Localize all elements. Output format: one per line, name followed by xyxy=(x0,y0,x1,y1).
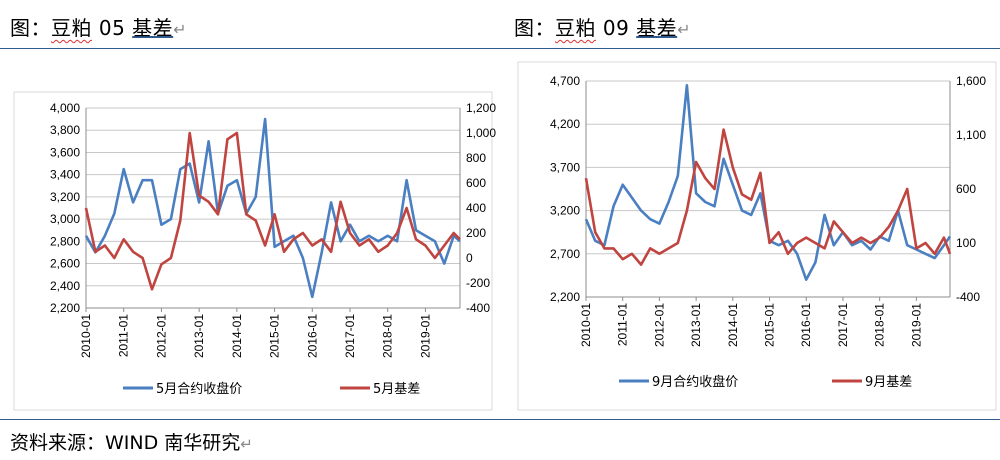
y-right-tick-label: 0 xyxy=(466,251,473,265)
return-mark-icon: ↵ xyxy=(173,20,188,39)
x-tick-label: 2010-01 xyxy=(79,314,93,358)
x-tick-label: 2018-01 xyxy=(381,314,395,358)
y-right-tick-label: 1,600 xyxy=(956,74,986,88)
return-mark-icon: ↵ xyxy=(677,20,692,39)
charts-canvas: 2,200 2,400 2,600 2,800 3,000 3,200 3,400 3,600… xyxy=(13,61,997,411)
y-left-tick-label: 2,700 xyxy=(550,247,580,261)
y-left-tick-label: 2,800 xyxy=(50,234,80,248)
y-left-tick-label: 2,400 xyxy=(50,279,80,293)
x-tick-label: 2016-01 xyxy=(305,314,319,358)
legend-label: 9月合约收盘价 xyxy=(652,374,738,390)
title-underlined-text: 基差 xyxy=(636,16,678,40)
source-text: 资料来源：WIND 南华研究 xyxy=(10,432,241,454)
title-middle-text: 05 xyxy=(92,16,133,40)
y-left-tick-label: 3,800 xyxy=(50,123,80,137)
y-left-tick-label: 2,200 xyxy=(550,290,580,304)
series-line-basis xyxy=(84,131,461,291)
return-mark-icon: ↵ xyxy=(240,435,253,453)
x-tick-label: 2014-01 xyxy=(230,314,244,358)
y-right-tick-label: -400 xyxy=(466,301,490,315)
title-wavy-text: 豆粕 xyxy=(51,16,92,40)
y-left-tick-label: 4,700 xyxy=(550,74,580,88)
x-tick-label: 2017-01 xyxy=(836,303,850,347)
title-underlined-text: 基差 xyxy=(132,16,174,40)
bottom-divider xyxy=(0,419,1000,420)
x-tick-label: 2018-01 xyxy=(873,303,887,347)
x-tick-label: 2016-01 xyxy=(799,303,813,347)
title-wavy-text: 豆粕 xyxy=(555,16,596,40)
y-right-tick-label: -200 xyxy=(466,276,490,290)
y-left-tick-label: 3,200 xyxy=(550,204,580,218)
x-tick-label: 2012-01 xyxy=(652,303,666,347)
y-right-tick-label: 100 xyxy=(956,236,976,250)
y-left-tick-label: 3,200 xyxy=(50,190,80,204)
y-left-tick-label: 3,600 xyxy=(50,145,80,159)
x-tick-label: 2013-01 xyxy=(192,314,206,358)
chart-frame xyxy=(517,61,997,411)
chart-title-right: 图：豆粕 09 基差↵ xyxy=(514,12,691,41)
legend-label: 9月基差 xyxy=(865,375,912,390)
y-right-tick-label: 200 xyxy=(466,226,486,240)
y-right-tick-label: 1,000 xyxy=(466,126,496,140)
x-tick-label: 2013-01 xyxy=(689,303,703,347)
y-right-tick-label: 1,100 xyxy=(956,128,986,142)
x-tick-label: 2010-01 xyxy=(579,303,593,347)
y-left-tick-label: 3,000 xyxy=(50,212,80,226)
title-middle-text: 09 xyxy=(596,16,637,40)
chart-title-left: 图：豆粕 05 基差↵ xyxy=(10,12,187,41)
x-tick-label: 2019-01 xyxy=(418,314,432,358)
y-right-tick-label: 800 xyxy=(466,151,486,165)
title-prefix: 图： xyxy=(10,16,51,40)
x-tick-label: 2015-01 xyxy=(268,314,282,358)
x-tick-label: 2014-01 xyxy=(726,303,740,347)
title-prefix: 图： xyxy=(514,16,555,40)
series-line-price xyxy=(84,117,461,299)
y-right-tick-label: 600 xyxy=(956,182,976,196)
y-left-tick-label: 4,200 xyxy=(550,117,580,131)
y-right-tick-label: -400 xyxy=(956,290,980,304)
y-left-tick-label: 2,600 xyxy=(50,257,80,271)
x-tick-label: 2019-01 xyxy=(909,303,923,347)
y-left-tick-label: 3,400 xyxy=(50,168,80,182)
legend-label: 5月基差 xyxy=(373,382,420,397)
source-note: 资料来源：WIND 南华研究↵ xyxy=(10,428,253,455)
chart-frame xyxy=(13,91,493,411)
x-tick-label: 2015-01 xyxy=(763,303,777,347)
y-right-tick-label: 400 xyxy=(466,201,486,215)
x-tick-label: 2011-01 xyxy=(616,303,630,346)
series-line-price xyxy=(584,84,952,282)
legend-label: 5月合约收盘价 xyxy=(156,381,242,397)
series-line-basis xyxy=(584,128,952,266)
y-left-tick-label: 3,700 xyxy=(550,160,580,174)
x-tick-label: 2017-01 xyxy=(343,314,357,358)
x-tick-label: 2011-01 xyxy=(117,314,131,357)
y-right-tick-label: 1,200 xyxy=(466,101,496,115)
top-divider xyxy=(0,48,1000,49)
x-tick-label: 2012-01 xyxy=(154,314,168,358)
y-left-tick-label: 2,200 xyxy=(50,301,80,315)
y-left-tick-label: 4,000 xyxy=(50,101,80,115)
y-right-tick-label: 600 xyxy=(466,176,486,190)
